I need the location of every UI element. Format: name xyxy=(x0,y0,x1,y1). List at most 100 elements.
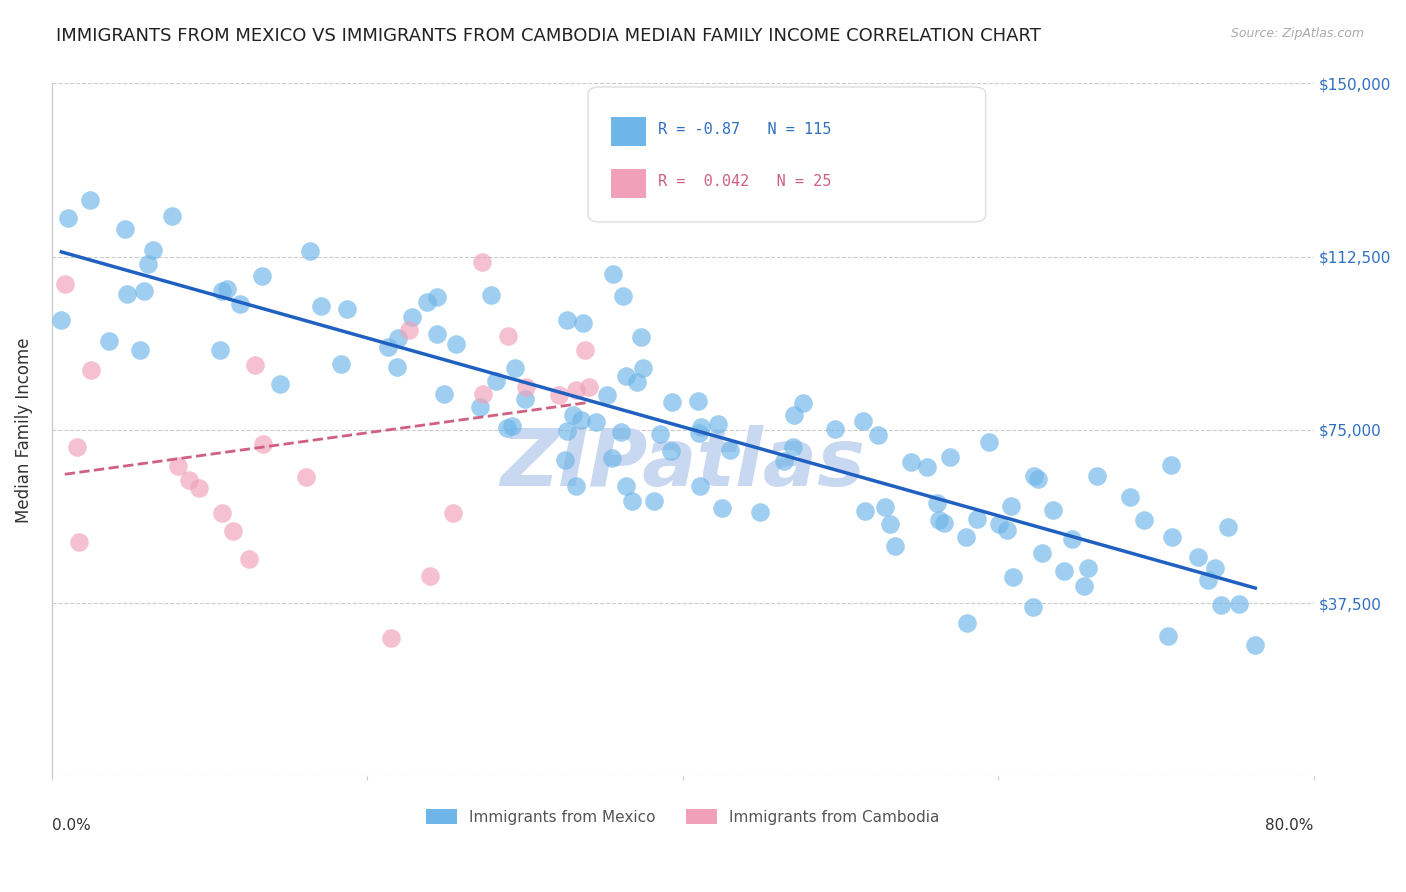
Point xyxy=(398,323,420,337)
Point xyxy=(1042,503,1064,517)
Point xyxy=(554,452,576,467)
Point xyxy=(387,330,409,344)
Point xyxy=(503,361,526,376)
Point xyxy=(824,422,846,436)
Point xyxy=(1119,491,1142,505)
Point xyxy=(53,277,76,291)
Point xyxy=(718,443,741,458)
Point xyxy=(710,500,733,515)
Text: R =  0.042   N = 25: R = 0.042 N = 25 xyxy=(658,174,831,189)
Point xyxy=(66,440,89,454)
Point xyxy=(136,257,159,271)
Point xyxy=(955,530,977,544)
Point xyxy=(515,380,537,394)
Point xyxy=(614,479,637,493)
Point xyxy=(1022,600,1045,615)
Point xyxy=(162,209,184,223)
Point xyxy=(612,289,634,303)
Point xyxy=(336,302,359,317)
Point xyxy=(1053,564,1076,578)
Y-axis label: Median Family Income: Median Family Income xyxy=(15,337,32,523)
Point xyxy=(211,506,233,520)
Text: IMMIGRANTS FROM MEXICO VS IMMIGRANTS FROM CAMBODIA MEDIAN FAMILY INCOME CORRELAT: IMMIGRANTS FROM MEXICO VS IMMIGRANTS FRO… xyxy=(56,27,1040,45)
Point xyxy=(1204,561,1226,575)
Point xyxy=(238,552,260,566)
Point xyxy=(939,450,962,464)
Point xyxy=(1133,513,1156,527)
Point xyxy=(1197,574,1219,588)
Point xyxy=(1062,532,1084,546)
Point xyxy=(614,369,637,384)
Point xyxy=(995,524,1018,538)
Point xyxy=(1073,578,1095,592)
Point xyxy=(574,343,596,357)
Point xyxy=(114,222,136,236)
Point xyxy=(932,516,955,530)
Point xyxy=(630,330,652,344)
Point xyxy=(555,425,578,439)
Point xyxy=(485,374,508,388)
Point xyxy=(496,328,519,343)
Point xyxy=(1244,638,1267,652)
Point xyxy=(548,388,571,402)
Point xyxy=(596,388,619,402)
Point xyxy=(377,340,399,354)
Point xyxy=(873,500,896,514)
Point xyxy=(565,479,588,493)
Point xyxy=(1211,599,1233,613)
Point xyxy=(792,396,814,410)
Point xyxy=(419,569,441,583)
Point xyxy=(602,267,624,281)
Point xyxy=(515,392,537,406)
Point xyxy=(51,313,73,327)
Point xyxy=(134,284,156,298)
Point xyxy=(188,481,211,495)
Text: Source: ZipAtlas.com: Source: ZipAtlas.com xyxy=(1230,27,1364,40)
Point xyxy=(602,451,624,466)
Point xyxy=(496,420,519,434)
Point xyxy=(1187,550,1209,565)
Point xyxy=(565,383,588,397)
Point xyxy=(688,393,710,408)
Point xyxy=(471,255,494,269)
Text: 80.0%: 80.0% xyxy=(1265,818,1313,833)
Point xyxy=(58,211,80,225)
Point xyxy=(228,297,250,311)
Point xyxy=(979,435,1001,450)
Point xyxy=(1002,570,1025,584)
Point xyxy=(748,505,770,519)
Point xyxy=(569,413,592,427)
Point xyxy=(1031,546,1053,560)
Point xyxy=(211,285,233,299)
Bar xyxy=(610,169,647,198)
Point xyxy=(380,631,402,645)
Point xyxy=(79,193,101,207)
Point xyxy=(562,408,585,422)
Point xyxy=(555,312,578,326)
Point xyxy=(659,444,682,458)
Point xyxy=(479,288,502,302)
Point xyxy=(1085,469,1108,483)
Point xyxy=(853,504,876,518)
Point xyxy=(610,425,633,439)
Point xyxy=(571,316,593,330)
Point xyxy=(1160,458,1182,473)
Point xyxy=(1026,472,1049,486)
Text: R = -0.87   N = 115: R = -0.87 N = 115 xyxy=(658,122,831,137)
Point xyxy=(426,326,449,341)
Point xyxy=(883,540,905,554)
Text: ZIPatlas: ZIPatlas xyxy=(501,425,865,503)
Point xyxy=(689,419,711,434)
Point xyxy=(925,495,948,509)
Point xyxy=(1157,629,1180,643)
Point xyxy=(167,458,190,473)
Point xyxy=(633,361,655,376)
Point xyxy=(866,428,889,442)
Point xyxy=(689,479,711,493)
Point xyxy=(1227,597,1250,611)
Point xyxy=(441,506,464,520)
Point xyxy=(928,513,950,527)
Point xyxy=(98,334,121,348)
Point xyxy=(471,387,494,401)
Point xyxy=(578,380,600,394)
